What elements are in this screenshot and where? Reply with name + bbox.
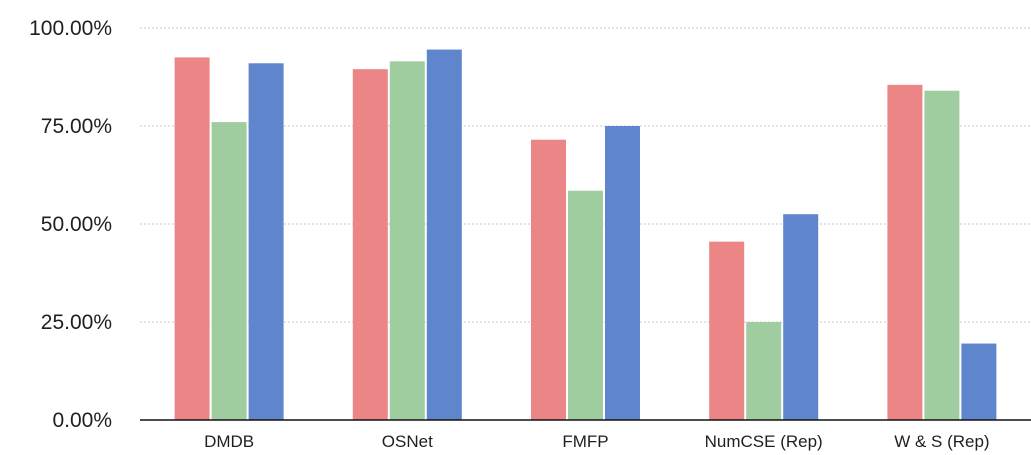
bar-dmdb-s2 — [211, 122, 247, 420]
y-tick-label: 100.00% — [29, 17, 112, 40]
y-tick-label: 0.00% — [52, 409, 112, 432]
bar-fmfp-s1 — [531, 139, 566, 420]
x-category-label: W & S (Rep) — [894, 432, 989, 451]
bar-w-s-rep-s3 — [961, 343, 997, 420]
bar-osnet-s3 — [426, 49, 462, 421]
bars — [174, 49, 997, 421]
bar-fmfp-s2 — [568, 190, 603, 420]
x-category-label: FMFP — [562, 432, 608, 451]
y-axis-tick-labels: 0.00% 25.00% 50.00% 75.00% 100.00% — [29, 17, 112, 432]
bar-w-s-rep-s2 — [924, 90, 960, 420]
bar-osnet-s2 — [389, 61, 425, 420]
bar-osnet-s1 — [352, 69, 388, 420]
x-category-label: NumCSE (Rep) — [705, 432, 823, 451]
bar-w-s-rep-s1 — [887, 84, 923, 420]
x-category-label: DMDB — [204, 432, 254, 451]
bar-dmdb-s1 — [174, 57, 210, 421]
bar-numcse-rep-s3 — [783, 214, 819, 420]
x-category-label: OSNet — [382, 432, 433, 451]
y-tick-label: 25.00% — [41, 311, 112, 334]
y-tick-label: 75.00% — [41, 115, 112, 138]
bar-dmdb-s3 — [248, 63, 284, 420]
bar-numcse-rep-s2 — [746, 322, 782, 420]
bar-fmfp-s3 — [605, 126, 640, 420]
bar-numcse-rep-s1 — [709, 241, 745, 420]
y-tick-label: 50.00% — [41, 213, 112, 236]
x-axis-category-labels: DMDB OSNet FMFP NumCSE (Rep) W & S (Rep) — [204, 432, 990, 451]
